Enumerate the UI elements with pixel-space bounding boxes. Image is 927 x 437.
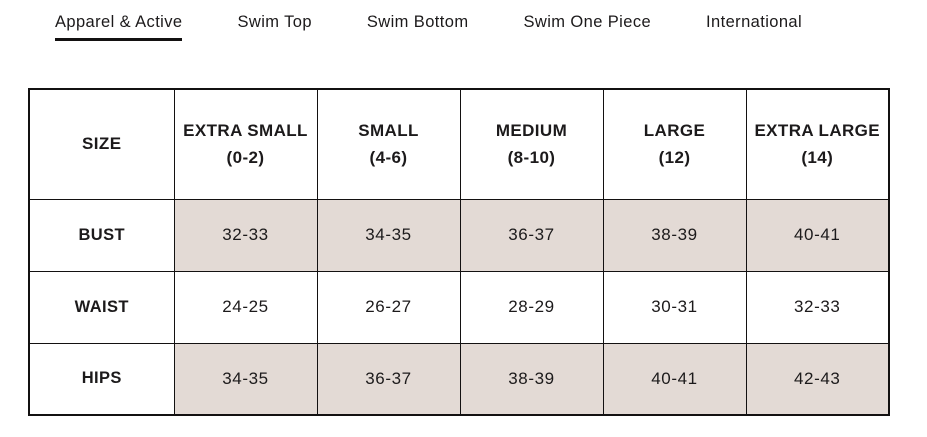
table-row-hips: HIPS 34-35 36-37 38-39 40-41 42-43	[28, 342, 890, 416]
column-header-medium: MEDIUM (8-10)	[459, 88, 604, 200]
cell-waist-medium: 28-29	[459, 270, 604, 344]
cell-hips-large: 40-41	[602, 342, 747, 416]
cell-hips-small: 36-37	[316, 342, 461, 416]
row-label-hips: HIPS	[28, 342, 175, 416]
tab-apparel-active[interactable]: Apparel & Active	[55, 12, 183, 41]
cell-hips-extra-small: 34-35	[173, 342, 318, 416]
tab-swim-one-piece[interactable]: Swim One Piece	[523, 13, 652, 31]
cell-hips-extra-large: 42-43	[745, 342, 890, 416]
column-label: MEDIUM	[495, 120, 568, 140]
row-label-waist: WAIST	[28, 270, 175, 344]
column-sublabel: (0-2)	[226, 147, 265, 167]
cell-waist-extra-large: 32-33	[745, 270, 890, 344]
column-label: LARGE	[643, 120, 706, 140]
size-chart-table: SIZE EXTRA SMALL (0-2) SMALL (4-6) MEDIU…	[28, 88, 890, 416]
column-header-extra-small: EXTRA SMALL (0-2)	[173, 88, 318, 200]
column-label: SIZE	[82, 134, 122, 154]
column-label: EXTRA SMALL	[183, 120, 308, 140]
cell-hips-medium: 38-39	[459, 342, 604, 416]
column-label: SMALL	[358, 120, 419, 140]
cell-waist-small: 26-27	[316, 270, 461, 344]
cell-waist-extra-small: 24-25	[173, 270, 318, 344]
column-sublabel: (4-6)	[369, 147, 408, 167]
tab-swim-top[interactable]: Swim Top	[237, 13, 312, 31]
column-sublabel: (12)	[658, 147, 691, 167]
cell-bust-small: 34-35	[316, 198, 461, 272]
column-label: EXTRA LARGE	[754, 120, 881, 140]
column-header-size: SIZE	[28, 88, 175, 200]
column-sublabel: (14)	[801, 147, 834, 167]
column-header-large: LARGE (12)	[602, 88, 747, 200]
cell-bust-extra-small: 32-33	[173, 198, 318, 272]
header-row: SIZE EXTRA SMALL (0-2) SMALL (4-6) MEDIU…	[28, 88, 890, 200]
tab-international[interactable]: International	[706, 13, 803, 31]
size-guide-tabs: Apparel & Active Swim Top Swim Bottom Sw…	[0, 0, 927, 41]
column-header-extra-large: EXTRA LARGE (14)	[745, 88, 890, 200]
table-row-waist: WAIST 24-25 26-27 28-29 30-31 32-33	[28, 270, 890, 344]
cell-waist-large: 30-31	[602, 270, 747, 344]
column-sublabel: (8-10)	[507, 147, 556, 167]
row-label-bust: BUST	[28, 198, 175, 272]
cell-bust-extra-large: 40-41	[745, 198, 890, 272]
table-row-bust: BUST 32-33 34-35 36-37 38-39 40-41	[28, 198, 890, 272]
cell-bust-large: 38-39	[602, 198, 747, 272]
column-header-small: SMALL (4-6)	[316, 88, 461, 200]
tab-swim-bottom[interactable]: Swim Bottom	[366, 13, 469, 31]
cell-bust-medium: 36-37	[459, 198, 604, 272]
